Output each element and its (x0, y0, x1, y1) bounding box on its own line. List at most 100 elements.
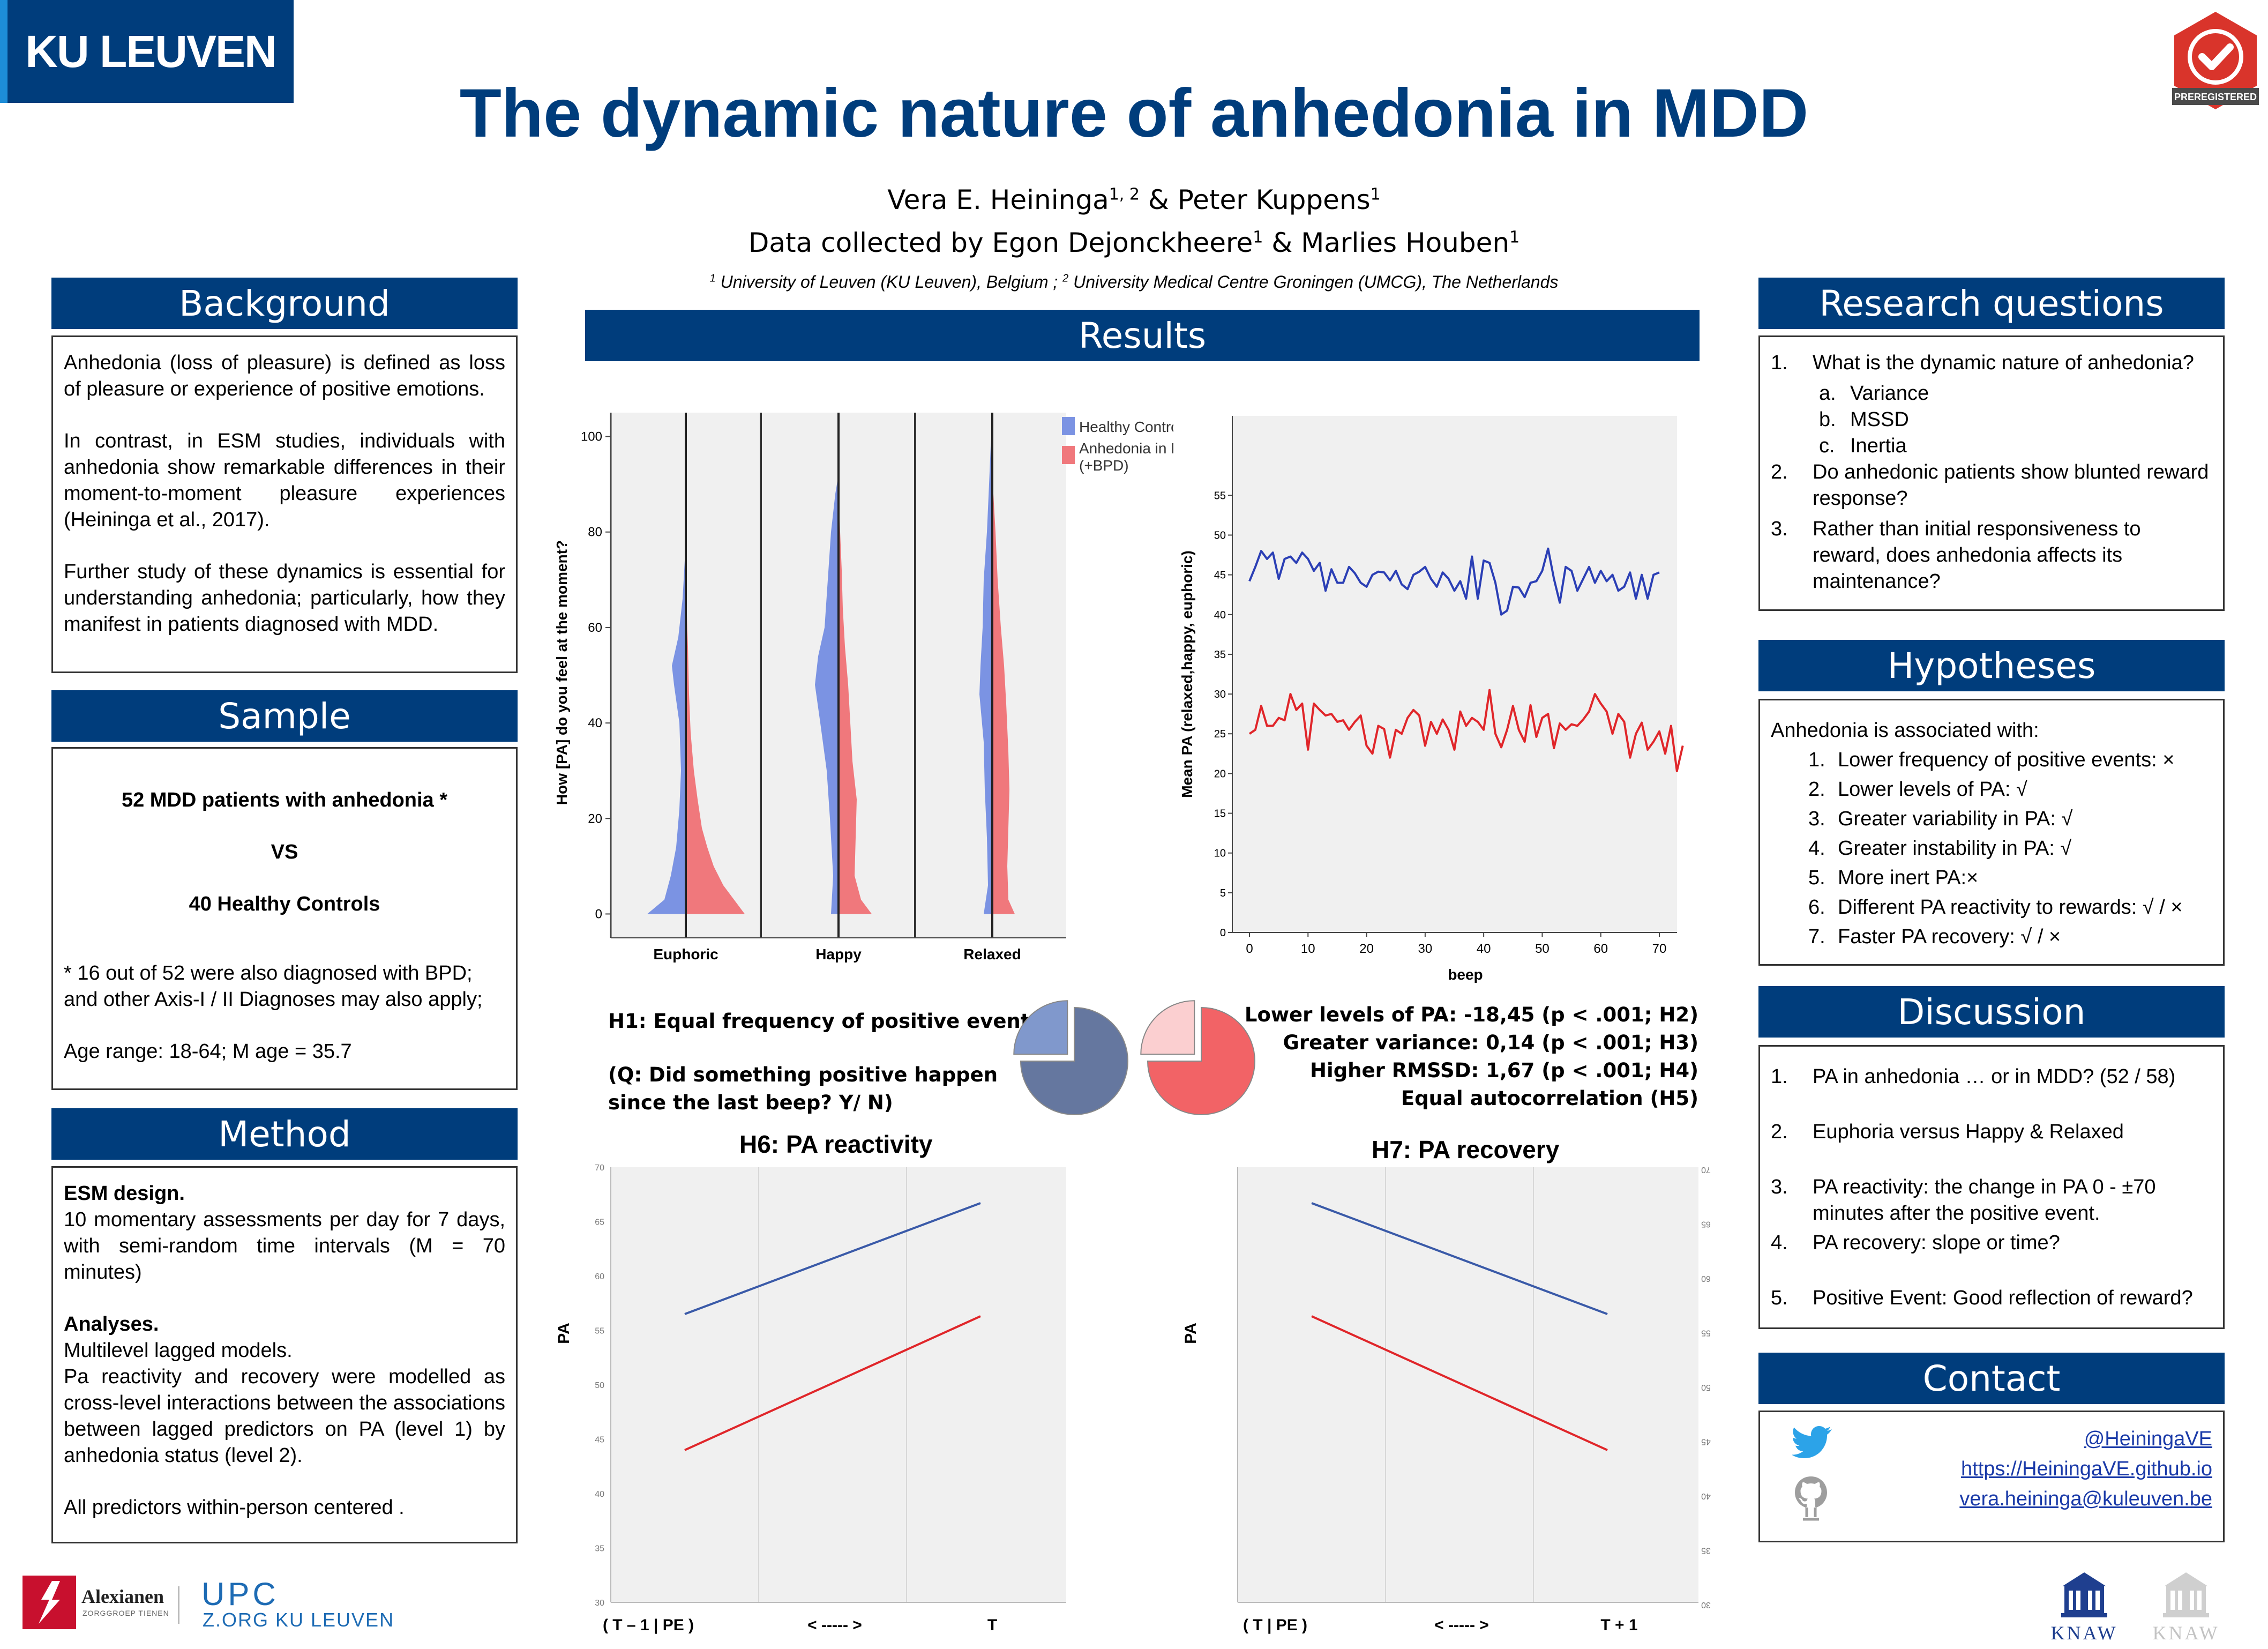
method-design: 10 momentary assessments per day for 7 d… (64, 1208, 505, 1284)
list-item-text: MSSD (1850, 408, 1909, 431)
violin-ytick: 60 (588, 621, 602, 635)
affil-1-marker: 1 (709, 272, 716, 285)
sample-group-2: 40 Healthy Controls (189, 893, 380, 915)
list-item-text: Lower levels of PA: √ (1838, 778, 2027, 801)
twitter-icon[interactable] (1792, 1425, 1833, 1458)
list-item-text: Rather than initial responsiveness to re… (1813, 518, 2141, 593)
violin-ytick: 100 (581, 430, 602, 444)
email-link[interactable]: vera.heininga@kuleuven.be (1959, 1488, 2212, 1510)
meanpa-xtick: 40 (1477, 942, 1491, 956)
ytick: 55 (595, 1327, 604, 1336)
knaw-building-grey-icon (2163, 1572, 2209, 1617)
series-anhedonia (684, 1315, 981, 1451)
meanpa-xtick: 20 (1359, 942, 1374, 956)
list-item-number: 3. (1771, 518, 1788, 540)
background-p2: In contrast, in ESM studies, individuals… (64, 430, 505, 531)
list-item-text: Greater instability in PA: √ (1838, 837, 2072, 860)
list-item: 5. More inert PA:× (1771, 865, 2212, 891)
stat-higher-rmssd: Higher RMSSD: 1,67 (p < .001; H4) (1310, 1059, 1698, 1082)
h6-ylabel: PA (555, 1323, 573, 1344)
method-analyses-3: All predictors within-person centered . (64, 1496, 405, 1519)
affil-1: University of Leuven (KU Leuven), Belgiu… (715, 272, 1063, 292)
ku-leuven-logo-text: KU LEUVEN (25, 26, 276, 77)
h1-text: H1: Equal frequency of positive events (… (608, 1008, 1042, 1117)
list-item: 2. Lower levels of PA: √ (1771, 777, 2212, 803)
research-questions-header: Research questions (1758, 278, 2225, 329)
ytick: 45 (1701, 1437, 1711, 1446)
violin-ytick: 40 (588, 716, 602, 730)
contact-header: Contact (1758, 1353, 2225, 1404)
research-questions-box: 1. What is the dynamic nature of anhedoni… (1758, 335, 2225, 611)
violin-legend: Healthy Controls Anhedonia in MDD(+BPD) (1062, 417, 1173, 474)
legend-healthy-controls: Healthy Controls (1079, 419, 1173, 435)
xtick: ( T | PE ) (1243, 1616, 1307, 1634)
upc-name: UPC (201, 1576, 279, 1612)
violin-hc-happy (815, 474, 839, 914)
list-item-number: c. (1819, 435, 1835, 457)
list-item: a. Variance (1771, 380, 2212, 407)
list-item-number: 2. (1771, 461, 1788, 483)
list-item-text: Lower frequency of positive events: × (1838, 749, 2175, 771)
stat-lower-levels: Lower levels of PA: -18,45 (p < .001; H2… (1244, 1003, 1698, 1026)
knaw-logo-grey: KNAW (2149, 1570, 2224, 1645)
authors-line: Vera E. Heininga1, 2 & Peter Kuppens1 (0, 184, 2268, 215)
meanpa-ytick: 45 (1214, 570, 1226, 581)
ytick: 35 (595, 1544, 604, 1554)
footer-divider (178, 1586, 179, 1624)
author-amp: & (1139, 184, 1178, 215)
list-item: 1. Lower frequency of positive events: × (1771, 747, 2212, 773)
meanpa-ytick: 35 (1214, 649, 1226, 661)
ytick: 40 (1701, 1491, 1711, 1501)
meanpa-ytick: 15 (1214, 808, 1226, 820)
poster-title: The dynamic nature of anhedonia in MDD (459, 75, 1809, 152)
twitter-link[interactable]: @HeiningaVE (2084, 1428, 2212, 1450)
meanpa-xtick: 30 (1418, 942, 1433, 956)
violin-ylabel: How [PA] do you feel at the moment? (553, 540, 570, 805)
ytick: 40 (595, 1490, 604, 1499)
method-header: Method (51, 1108, 518, 1160)
list-item: 5. Positive Event: Good reflection of rew… (1771, 1285, 2212, 1311)
ytick: 50 (595, 1381, 604, 1390)
collected-amp: & (1263, 227, 1301, 258)
author-2-affil: 1 (1370, 185, 1381, 204)
list-item: 1. What is the dynamic nature of anhedoni… (1771, 350, 2212, 376)
sample-vs: VS (271, 841, 298, 863)
meanpa-ytick: 50 (1214, 529, 1226, 541)
ytick: 65 (1701, 1220, 1711, 1229)
list-item-text: Faster PA recovery: √ / × (1838, 926, 2061, 948)
list-item-number: 3. (1771, 1176, 1788, 1198)
affil-2: University Medical Centre Groningen (UMC… (1068, 272, 1559, 292)
alexianen-subtitle: ZORGGROEP TIENEN (83, 1609, 169, 1617)
list-item-text: Variance (1850, 382, 1929, 405)
list-item-text: Different PA reactivity to rewards: √ / … (1838, 896, 2183, 919)
list-item: 1. PA in anhedonia … or in MDD? (52 / 58) (1771, 1064, 2212, 1090)
list-item-number: 6. (1808, 896, 1825, 919)
meanpa-ytick: 55 (1214, 490, 1226, 502)
background-p1: Anhedonia (loss of pleasure) is defined … (64, 352, 505, 400)
violin-ytick: 80 (588, 525, 602, 540)
sample-group-1: 52 MDD patients with anhedonia * (121, 789, 448, 811)
xtick: < ----- > (1434, 1616, 1489, 1634)
ytick: 65 (595, 1218, 604, 1227)
list-item: 3. Rather than initial responsiveness to … (1771, 516, 2212, 595)
method-design-head: ESM design. (64, 1182, 185, 1205)
list-item: 2. Do anhedonic patients show blunted rew… (1771, 459, 2212, 512)
author-1: Vera E. Heininga (887, 184, 1109, 215)
sample-box: 52 MDD patients with anhedonia * VS 40 H… (51, 747, 518, 1090)
list-item-text: PA in anhedonia … or in MDD? (52 / 58) (1813, 1065, 2176, 1088)
list-item: 3. PA reactivity: the change in PA 0 - ±7… (1771, 1174, 2212, 1227)
ytick: 35 (1701, 1546, 1711, 1555)
xtick: ( T – 1 | PE ) (603, 1616, 694, 1634)
knaw-building-icon (2061, 1572, 2107, 1617)
list-item-text: Do anhedonic patients show blunted rewar… (1813, 461, 2209, 510)
h7-ylabel: PA (1182, 1323, 1200, 1344)
series-healthy (684, 1202, 981, 1315)
github-icon[interactable] (1792, 1474, 1830, 1526)
list-item-number: 2. (1771, 1121, 1788, 1143)
xtick: T (987, 1616, 997, 1634)
method-analyses-head: Analyses. (64, 1313, 159, 1335)
website-link[interactable]: https://HeiningaVE.github.io (1961, 1458, 2212, 1480)
collector-2-affil: 1 (1509, 228, 1520, 247)
pie-slice-yes (1013, 1000, 1068, 1055)
ytick: 30 (1701, 1600, 1711, 1609)
